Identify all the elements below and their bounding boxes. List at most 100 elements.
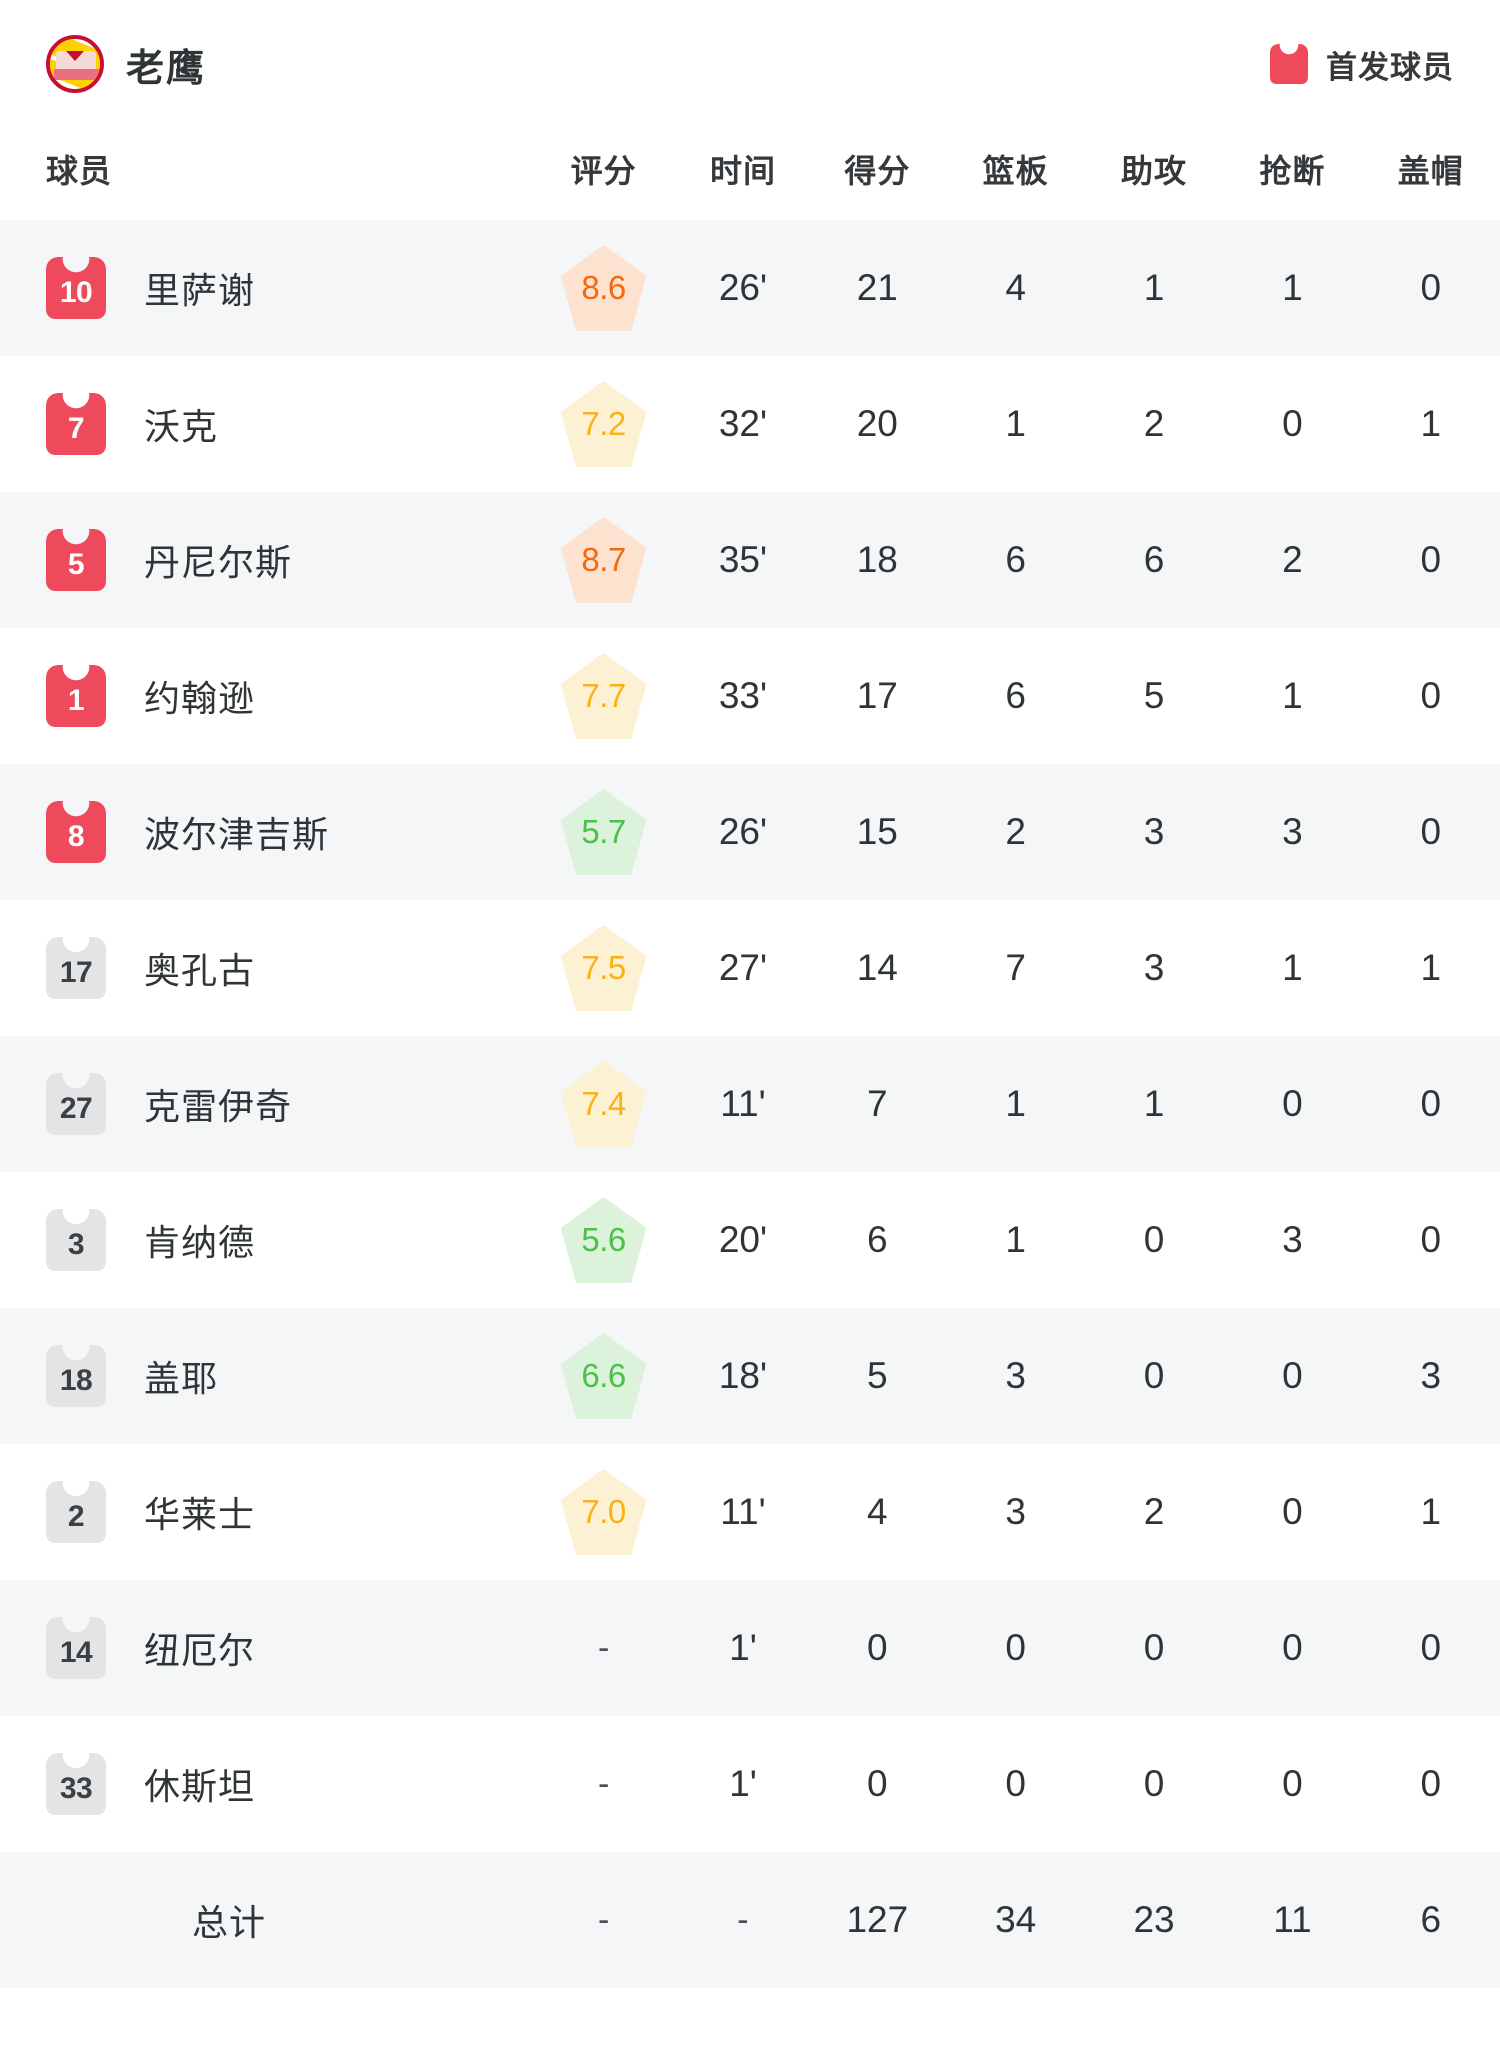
jersey-number: 18 [59, 1364, 93, 1397]
table-row[interactable]: 3 肯纳德 5.6 20' 6 1 0 3 0 [0, 1172, 1500, 1308]
table-row[interactable]: 27 克雷伊奇 7.4 11' 7 1 1 0 0 [0, 1036, 1500, 1172]
player-blocks: 0 [1361, 1716, 1500, 1852]
player-assists: 1 [1084, 1036, 1224, 1172]
player-blocks: 0 [1361, 220, 1500, 356]
player-blocks: 0 [1361, 628, 1500, 764]
column-header-assists[interactable]: 助攻 [1084, 128, 1224, 220]
player-cell[interactable]: 14 纽厄尔 [0, 1580, 530, 1716]
hawks-logo-icon [46, 35, 104, 93]
player-name: 波尔津吉斯 [144, 814, 330, 855]
player-name: 休斯坦 [144, 1766, 256, 1807]
jersey-icon: 18 [46, 1345, 106, 1407]
player-cell[interactable]: 2 华莱士 [0, 1444, 530, 1580]
player-minutes: 18' [677, 1308, 809, 1444]
table-row[interactable]: 10 里萨谢 8.6 26' 21 4 1 1 0 [0, 220, 1500, 356]
player-name: 盖耶 [144, 1358, 219, 1399]
table-row[interactable]: 2 华莱士 7.0 11' 4 3 2 0 1 [0, 1444, 1500, 1580]
jersey-number: 3 [67, 1228, 85, 1261]
player-assists: 0 [1084, 1716, 1224, 1852]
player-points: 5 [808, 1308, 947, 1444]
player-cell[interactable]: 7 沃克 [0, 356, 530, 492]
player-cell[interactable]: 33 休斯坦 [0, 1716, 530, 1852]
jersey-icon [1270, 44, 1308, 84]
team-identity[interactable]: 老鹰 [46, 35, 206, 93]
player-blocks: 0 [1361, 1172, 1500, 1308]
player-steals: 0 [1223, 1716, 1362, 1852]
rating-badge: 6.6 [560, 1333, 647, 1419]
totals-assists: 23 [1084, 1852, 1224, 1988]
player-cell[interactable]: 27 克雷伊奇 [0, 1036, 530, 1172]
column-header-blocks[interactable]: 盖帽 [1361, 128, 1500, 220]
player-points: 14 [808, 900, 947, 1036]
player-cell[interactable]: 3 肯纳德 [0, 1172, 530, 1308]
player-cell[interactable]: 10 里萨谢 [0, 220, 530, 356]
table-row[interactable]: 33 休斯坦 -1' 0 0 0 0 0 [0, 1716, 1500, 1852]
rating-badge: 5.6 [560, 1197, 647, 1283]
table-row[interactable]: 18 盖耶 6.6 18' 5 3 0 0 3 [0, 1308, 1500, 1444]
table-row[interactable]: 7 沃克 7.2 32' 20 1 2 0 1 [0, 356, 1500, 492]
player-blocks: 1 [1361, 1444, 1500, 1580]
player-points: 6 [808, 1172, 947, 1308]
player-rating: 5.6 [529, 1172, 678, 1308]
boxscore-table: 球员 评分 时间 得分 篮板 助攻 抢断 盖帽 10 里萨谢 8.6 26' 21 4 1 1… [0, 128, 1500, 1988]
column-header-player[interactable]: 球员 [0, 128, 530, 220]
player-cell[interactable]: 17 奥孔古 [0, 900, 530, 1036]
jersey-icon: 7 [46, 393, 106, 455]
player-blocks: 1 [1361, 356, 1500, 492]
table-row[interactable]: 5 丹尼尔斯 8.7 35' 18 6 6 2 0 [0, 492, 1500, 628]
rating-badge: 7.2 [560, 381, 647, 467]
player-assists: 0 [1084, 1580, 1224, 1716]
jersey-icon: 5 [46, 529, 106, 591]
table-row[interactable]: 17 奥孔古 7.5 27' 14 7 3 1 1 [0, 900, 1500, 1036]
player-name: 肯纳德 [144, 1222, 256, 1263]
team-header: 老鹰 首发球员 [0, 0, 1500, 128]
player-steals: 0 [1223, 356, 1362, 492]
player-points: 0 [808, 1580, 947, 1716]
player-assists: 5 [1084, 628, 1224, 764]
jersey-number: 17 [59, 956, 93, 989]
player-rebounds: 2 [946, 764, 1085, 900]
player-name: 华莱士 [144, 1494, 256, 1535]
player-name: 里萨谢 [144, 270, 256, 311]
player-assists: 0 [1084, 1172, 1224, 1308]
player-rating: - [529, 1580, 678, 1716]
player-cell[interactable]: 1 约翰逊 [0, 628, 530, 764]
player-blocks: 3 [1361, 1308, 1500, 1444]
player-points: 15 [808, 764, 947, 900]
player-cell[interactable]: 8 波尔津吉斯 [0, 764, 530, 900]
player-rebounds: 1 [946, 1036, 1085, 1172]
jersey-number: 27 [59, 1092, 93, 1125]
player-points: 20 [808, 356, 947, 492]
player-rating: 8.6 [529, 220, 678, 356]
player-points: 4 [808, 1444, 947, 1580]
player-blocks: 0 [1361, 1036, 1500, 1172]
jersey-icon: 27 [46, 1073, 106, 1135]
table-row[interactable]: 8 波尔津吉斯 5.7 26' 15 2 3 3 0 [0, 764, 1500, 900]
jersey-number: 14 [59, 1636, 93, 1669]
column-header-points[interactable]: 得分 [808, 128, 947, 220]
jersey-number: 2 [67, 1500, 85, 1533]
column-header-rebounds[interactable]: 篮板 [946, 128, 1085, 220]
column-header-rating[interactable]: 评分 [529, 128, 678, 220]
player-rating: - [529, 1716, 678, 1852]
player-name: 纽厄尔 [144, 1630, 256, 1671]
column-header-minutes[interactable]: 时间 [677, 128, 809, 220]
jersey-number: 7 [67, 412, 85, 445]
jersey-number: 5 [67, 548, 85, 581]
player-name: 沃克 [144, 406, 219, 447]
jersey-icon: 1 [46, 665, 106, 727]
table-row[interactable]: 14 纽厄尔 -1' 0 0 0 0 0 [0, 1580, 1500, 1716]
player-assists: 2 [1084, 1444, 1224, 1580]
jersey-icon: 10 [46, 257, 106, 319]
totals-rebounds: 34 [946, 1852, 1085, 1988]
player-points: 0 [808, 1716, 947, 1852]
player-cell[interactable]: 18 盖耶 [0, 1308, 530, 1444]
player-steals: 0 [1223, 1308, 1362, 1444]
column-header-steals[interactable]: 抢断 [1223, 128, 1362, 220]
table-row[interactable]: 1 约翰逊 7.7 33' 17 6 5 1 0 [0, 628, 1500, 764]
player-assists: 2 [1084, 356, 1224, 492]
jersey-number: 8 [67, 820, 85, 853]
player-rating: 5.7 [529, 764, 678, 900]
player-cell[interactable]: 5 丹尼尔斯 [0, 492, 530, 628]
